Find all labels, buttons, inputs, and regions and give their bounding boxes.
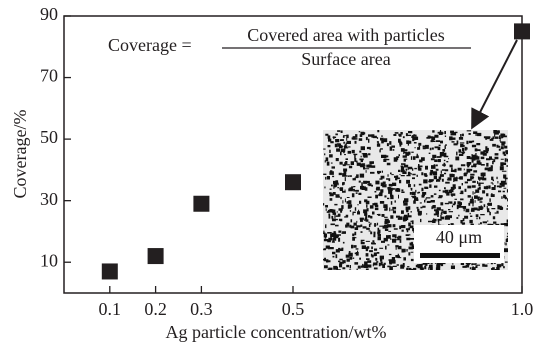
micrograph: 40 μm [323, 130, 511, 273]
x-tick-label: 0.1 [99, 299, 122, 319]
scale-bar-label: 40 μm [436, 227, 482, 247]
annotation-arrow [473, 40, 517, 126]
y-tick-label: 50 [40, 127, 58, 147]
formula-denominator: Surface area [301, 49, 390, 69]
y-tick-label: 10 [40, 250, 58, 270]
y-axis-label: Coverage/% [10, 110, 30, 199]
scale-bar [420, 253, 500, 258]
y-tick-label: 90 [40, 4, 58, 24]
y-tick-label: 30 [40, 189, 58, 209]
chart: Coverage = Covered area with particles S… [0, 0, 537, 347]
marker [102, 263, 118, 279]
formula-numerator: Covered area with particles [247, 25, 444, 45]
x-axis-label: Ag particle concentration/wt% [166, 322, 387, 342]
formula-lhs: Coverage = [108, 35, 192, 55]
x-tick-label: 1.0 [511, 299, 534, 319]
marker [148, 248, 164, 264]
marker [514, 23, 530, 39]
x-tick-label: 0.3 [190, 299, 213, 319]
x-tick-label: 0.5 [282, 299, 305, 319]
marker [285, 174, 301, 190]
marker [193, 196, 209, 212]
y-tick-label: 70 [40, 66, 58, 86]
page: Coverage = Covered area with particles S… [0, 0, 537, 347]
x-tick-label: 0.2 [144, 299, 167, 319]
